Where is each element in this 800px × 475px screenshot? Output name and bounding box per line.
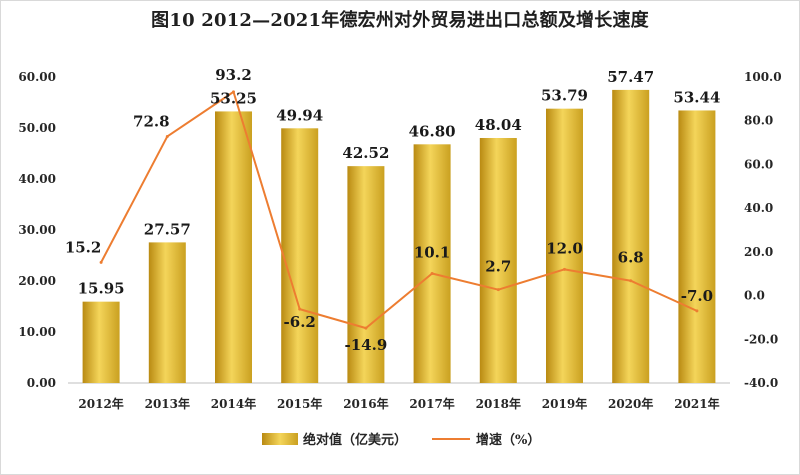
line-value-label: 93.2	[215, 66, 252, 84]
growth-point	[165, 134, 169, 138]
bar	[281, 128, 319, 383]
line-value-label: -14.9	[345, 336, 388, 354]
bar-value-label: 57.47	[607, 68, 654, 86]
y-right-tick-label: 80.0	[744, 114, 773, 128]
bar-value-label: 53.79	[541, 87, 588, 105]
bar	[546, 108, 583, 384]
bar	[347, 166, 385, 383]
bar-value-label: 15.95	[78, 280, 125, 298]
y-left-tick-label: 50.00	[18, 121, 56, 135]
bar	[413, 144, 451, 383]
bar-value-label: 27.57	[144, 220, 191, 238]
legend-bar-swatch	[262, 433, 298, 445]
x-tick-label: 2012年	[78, 396, 123, 411]
y-right-tick-label: -20.0	[744, 332, 778, 346]
x-tick-label: 2020年	[608, 396, 653, 411]
bar-value-label: 53.44	[673, 88, 720, 106]
x-tick-label: 2019年	[542, 396, 587, 411]
legend-bar-label: 绝对值（亿美元）	[303, 432, 407, 448]
line-value-label: 6.8	[618, 249, 644, 267]
line-value-label: 10.1	[414, 243, 451, 261]
y-right-tick-label: 60.0	[744, 157, 773, 171]
line-value-label: 2.7	[485, 258, 511, 276]
chart-title: 图10 2012—2021年德宏州对外贸易进出口总额及增长速度	[151, 10, 649, 31]
bar	[82, 301, 120, 383]
bar	[479, 137, 517, 383]
y-right-tick-label: 0.0	[744, 289, 765, 303]
line-value-label: -6.2	[284, 313, 316, 331]
bar	[678, 110, 716, 384]
y-right-tick-label: 40.0	[744, 201, 773, 215]
growth-point	[364, 326, 368, 330]
x-tick-label: 2021年	[674, 396, 719, 411]
bar-value-label: 53.25	[210, 89, 257, 107]
legend-line-label: 增速（%）	[476, 432, 540, 448]
x-tick-label: 2018年	[476, 396, 521, 411]
x-tick-label: 2015年	[277, 396, 322, 411]
y-left-tick-label: 30.00	[18, 223, 56, 237]
growth-point	[430, 271, 434, 275]
bar-value-label: 42.52	[342, 144, 389, 162]
x-tick-label: 2013年	[145, 396, 190, 411]
x-tick-label: 2014年	[211, 396, 256, 411]
bar-value-label: 49.94	[276, 106, 323, 124]
growth-point	[496, 288, 500, 292]
line-value-label: 12.0	[546, 239, 583, 257]
bar-value-label: 46.80	[409, 122, 456, 140]
y-right-tick-label: 100.0	[744, 70, 782, 84]
x-tick-label: 2016年	[343, 396, 388, 411]
growth-point	[99, 260, 103, 264]
growth-point	[695, 309, 699, 313]
line-value-label: -7.0	[681, 287, 713, 305]
y-right-tick-label: -40.0	[744, 376, 778, 390]
bar	[612, 89, 650, 383]
growth-point	[563, 267, 566, 271]
bar	[215, 111, 252, 384]
growth-point	[298, 307, 302, 311]
growth-point	[232, 90, 235, 94]
growth-line	[100, 90, 698, 330]
line-value-label: 72.8	[133, 112, 170, 130]
line-value-label: 15.2	[65, 238, 102, 256]
y-left-tick-label: 60.00	[18, 70, 56, 84]
y-left-tick-label: 20.00	[18, 274, 56, 288]
y-left-tick-label: 40.00	[18, 172, 56, 186]
y-left-tick-label: 0.00	[27, 376, 56, 390]
bar	[148, 242, 186, 383]
bar-value-label: 48.04	[475, 116, 522, 134]
x-tick-label: 2017年	[409, 396, 454, 411]
y-left-tick-label: 10.00	[18, 325, 56, 339]
growth-point	[629, 279, 633, 283]
y-right-tick-label: 20.0	[744, 245, 773, 259]
